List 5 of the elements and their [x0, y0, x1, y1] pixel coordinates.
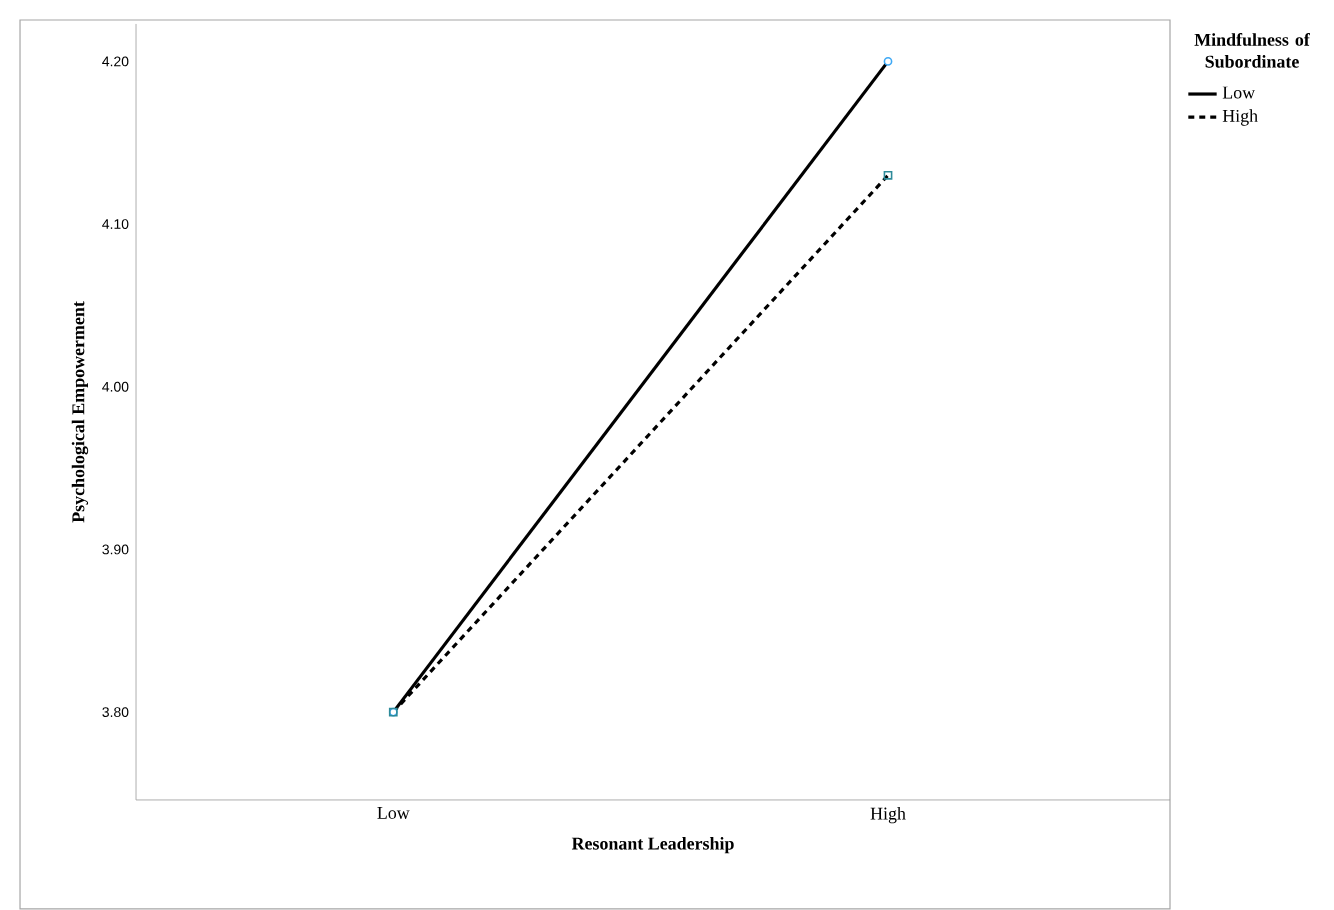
legend-label: High [1222, 109, 1258, 126]
x-axis-title: Resonant Leadership [571, 837, 734, 854]
y-axis-title: Psychological Empowerment [71, 301, 89, 523]
legend-label: Low [1222, 86, 1256, 99]
legend-title: Mindfulness of Subordinate [1194, 33, 1310, 68]
